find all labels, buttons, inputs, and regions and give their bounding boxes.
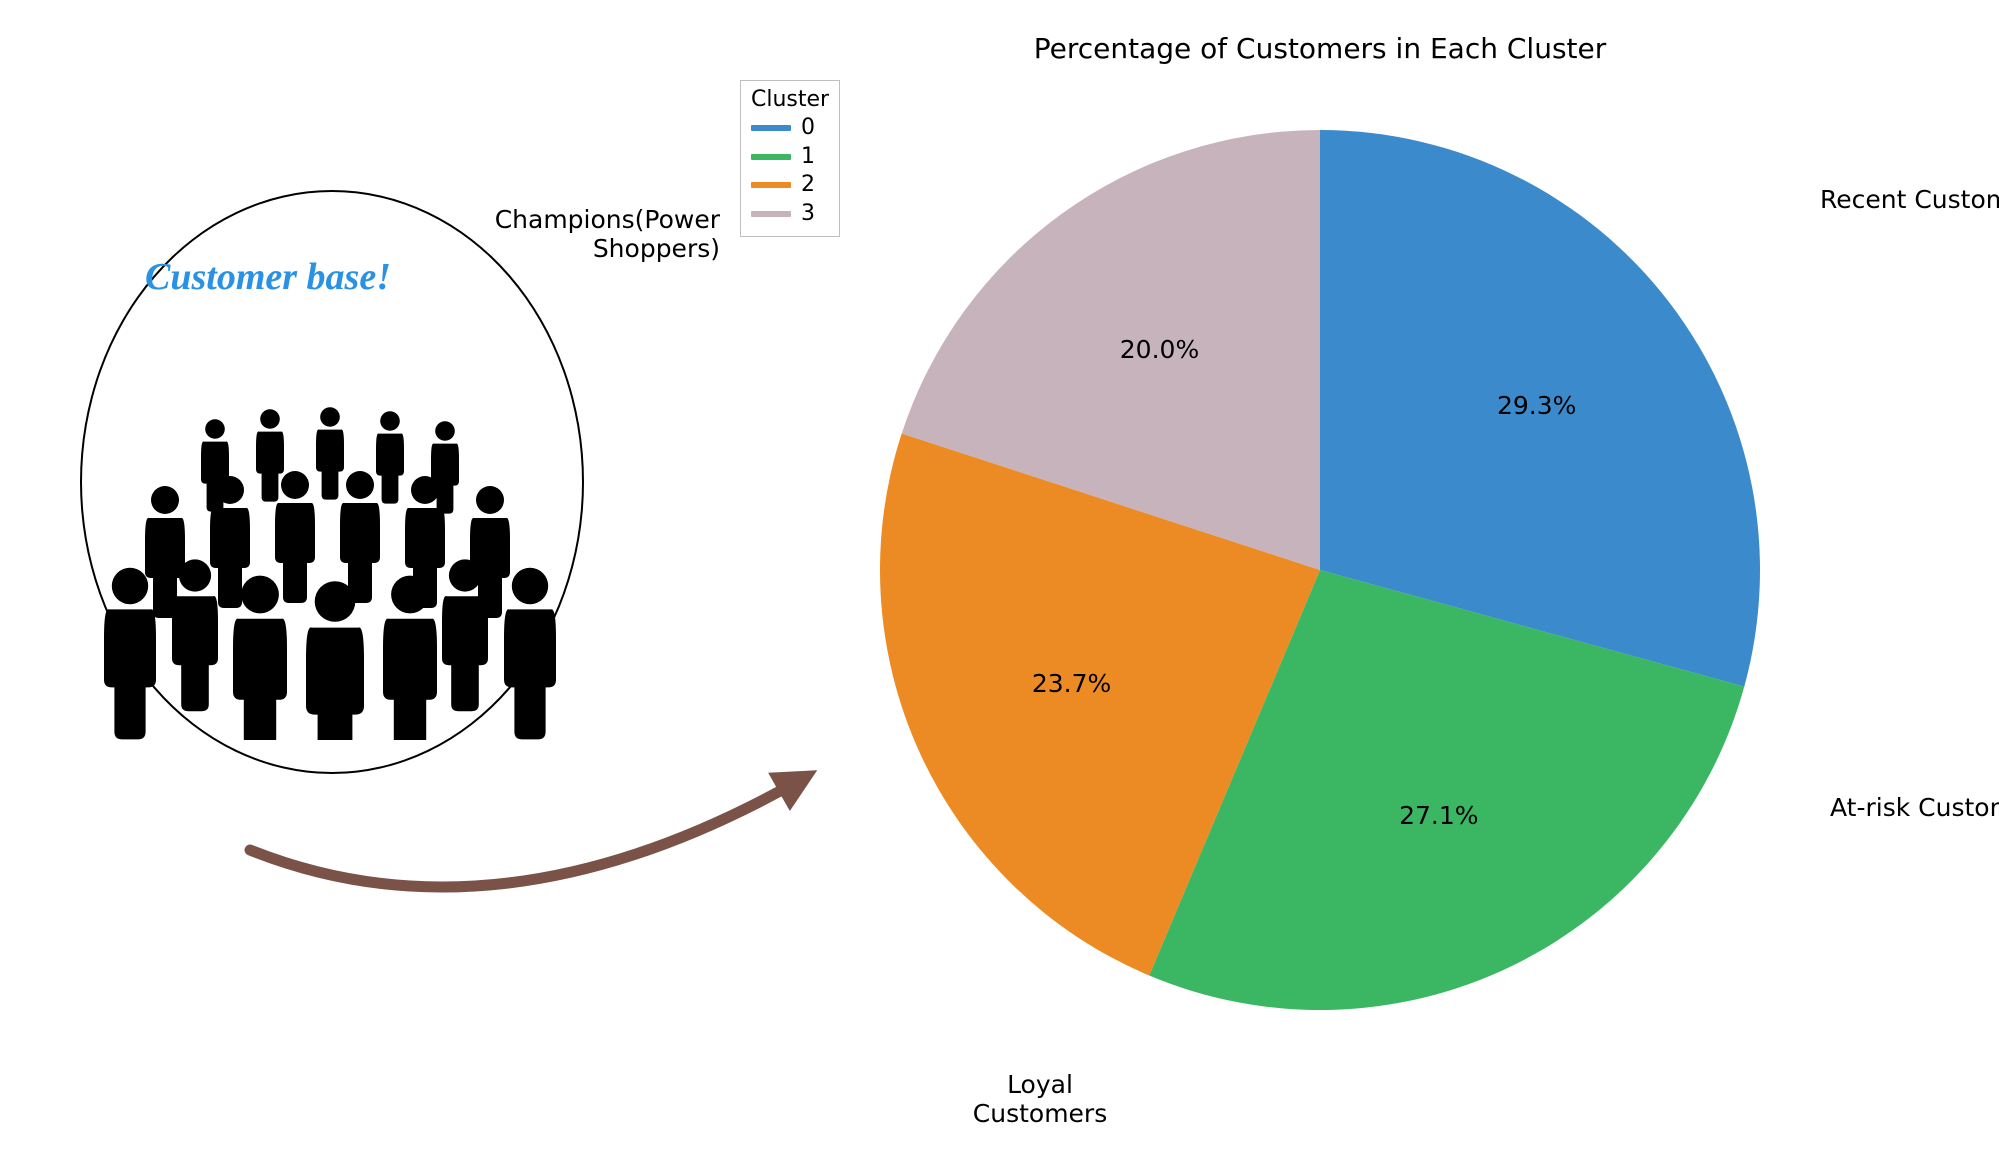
slice-pct-1: 27.1% [1399,801,1478,830]
slice-label-champions: Champions(Power Shoppers) [395,205,720,263]
slice-label-recent: Recent Customers [1820,185,1999,214]
figure-canvas: Customer base! [0,0,1999,1150]
pie-chart [0,0,1999,1150]
slice-label-loyal: Loyal Customers [940,1070,1140,1128]
slice-pct-3: 20.0% [1120,335,1199,364]
slice-pct-0: 29.3% [1497,391,1576,420]
slice-label-atrisk: At-risk Customers [1830,793,1999,822]
slice-pct-2: 23.7% [1032,669,1111,698]
